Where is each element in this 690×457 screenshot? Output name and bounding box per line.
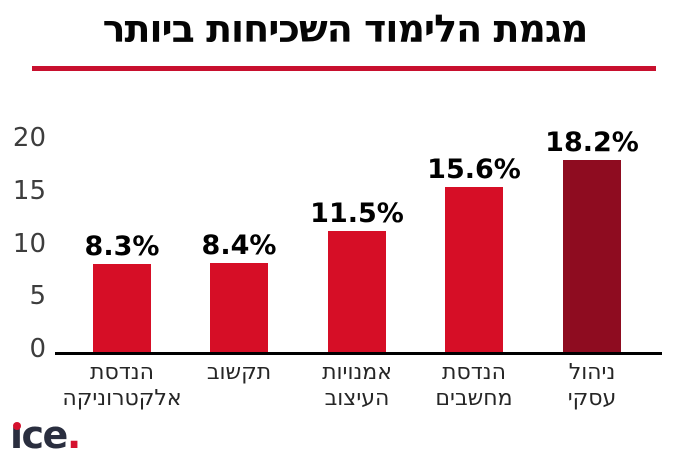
bar — [328, 231, 386, 352]
bar-value-label: 15.6% — [427, 154, 521, 185]
bar — [210, 263, 268, 352]
ice-logo: ıce. — [10, 413, 81, 457]
bar — [445, 187, 503, 352]
category-label: ניהול עסקי — [567, 360, 617, 411]
category-label: תקשוב — [206, 360, 272, 385]
bar — [563, 160, 621, 352]
y-axis-tick-label: 5 — [29, 281, 46, 312]
y-axis-tick-label: 10 — [12, 228, 46, 259]
ice-logo-i-dot-icon — [13, 422, 21, 430]
bar — [93, 264, 151, 352]
bar-value-label: 11.5% — [310, 198, 404, 229]
page-title: מגמת הלימוד השכיחות ביותר — [102, 7, 589, 51]
category-label: הנדסת מחשבים — [435, 360, 513, 411]
bar-value-label: 8.3% — [84, 231, 160, 262]
x-axis-line — [55, 352, 662, 355]
category-label: אמנויות העיצוב — [322, 360, 392, 411]
title-underline — [32, 66, 656, 71]
ice-logo-text: ıce — [10, 413, 68, 457]
ice-logo-period: . — [66, 413, 81, 457]
y-axis-tick-label: 0 — [29, 334, 46, 364]
category-label: הנדסת אלקטרוניקה — [62, 360, 182, 411]
y-axis-tick-label: 20 — [12, 123, 46, 153]
y-axis-tick-label: 15 — [12, 175, 46, 206]
bar-value-label: 8.4% — [201, 230, 277, 261]
bar-value-label: 18.2% — [545, 127, 639, 158]
